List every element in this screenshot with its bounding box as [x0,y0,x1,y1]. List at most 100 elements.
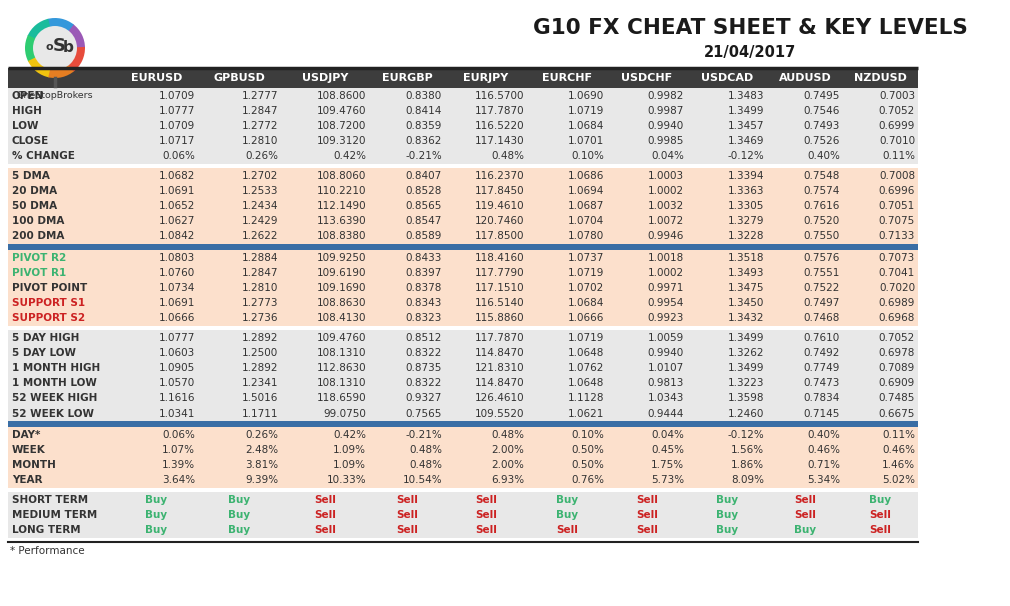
Bar [198,68,281,88]
Text: Sell: Sell [636,494,658,505]
Text: 110.2210: 110.2210 [316,186,366,196]
Text: 0.50%: 0.50% [571,460,604,470]
Text: 0.7133: 0.7133 [879,231,915,241]
Text: o: o [46,42,54,52]
Text: 0.48%: 0.48% [409,445,442,455]
Text: 5.34%: 5.34% [807,475,840,485]
Text: WEEK: WEEK [12,445,45,455]
Text: 0.45%: 0.45% [651,445,684,455]
Text: 10.54%: 10.54% [402,475,442,485]
Text: PIVOT POINT: PIVOT POINT [12,283,87,293]
Text: 1 MONTH LOW: 1 MONTH LOW [12,378,97,388]
Text: * Performance: * Performance [10,545,85,556]
Text: 1.0709: 1.0709 [159,121,195,131]
Text: SUPPORT S2: SUPPORT S2 [12,313,85,324]
Bar [8,488,918,492]
Text: 0.8322: 0.8322 [406,348,442,358]
Text: 1.0072: 1.0072 [647,216,684,226]
Text: 1.2884: 1.2884 [241,253,278,262]
Text: EURCHF: EURCHF [542,73,592,83]
Text: 1.1711: 1.1711 [241,408,278,419]
Text: 0.7145: 0.7145 [804,408,840,419]
Text: 1.0762: 1.0762 [568,363,604,373]
Text: 0.8359: 0.8359 [406,121,442,131]
Text: 99.0750: 99.0750 [323,408,366,419]
Text: 116.5220: 116.5220 [475,121,524,131]
Text: 1.3262: 1.3262 [727,348,764,358]
Bar [8,345,918,361]
Text: 1.3457: 1.3457 [727,121,764,131]
Text: Sell: Sell [475,510,497,520]
Text: 1.0734: 1.0734 [159,283,195,293]
Text: 0.8407: 0.8407 [406,171,442,181]
Text: 0.9444: 0.9444 [647,408,684,419]
Text: 0.7492: 0.7492 [804,348,840,358]
Text: 1.3499: 1.3499 [727,106,764,116]
Text: 0.9954: 0.9954 [647,298,684,308]
Text: G10 FX CHEAT SHEET & KEY LEVELS: G10 FX CHEAT SHEET & KEY LEVELS [532,18,968,38]
Wedge shape [25,35,55,62]
Text: 1.3432: 1.3432 [727,313,764,324]
Bar [8,149,918,164]
Text: 1.2341: 1.2341 [241,378,278,388]
Text: 0.7052: 0.7052 [879,333,915,342]
Text: 0.7548: 0.7548 [804,171,840,181]
Text: YEAR: YEAR [12,475,42,485]
Bar [8,250,918,265]
Text: Sell: Sell [314,525,336,535]
Text: 1.2847: 1.2847 [241,268,278,278]
Text: LONG TERM: LONG TERM [12,525,81,535]
Text: 117.1430: 117.1430 [475,136,524,146]
Text: 1.2772: 1.2772 [241,121,278,131]
Text: 1.0684: 1.0684 [568,121,604,131]
Text: b: b [63,39,74,55]
Text: 0.6675: 0.6675 [879,408,915,419]
Text: 1.3469: 1.3469 [727,136,764,146]
Text: 1.3483: 1.3483 [727,91,764,101]
Bar [8,376,918,391]
Text: 1.2429: 1.2429 [241,216,278,226]
Text: 1.2810: 1.2810 [241,136,278,146]
Text: 0.48%: 0.48% [491,152,524,161]
Text: Sell: Sell [475,494,497,505]
Text: 0.48%: 0.48% [409,460,442,470]
Text: 0.48%: 0.48% [491,430,524,440]
Text: Sell: Sell [870,510,892,520]
Text: 0.7020: 0.7020 [879,283,915,293]
Text: PIVOT R1: PIVOT R1 [12,268,67,278]
Bar [369,68,445,88]
Text: % CHANGE: % CHANGE [12,152,75,161]
Text: 1.2533: 1.2533 [241,186,278,196]
Text: 0.8512: 0.8512 [406,333,442,342]
Bar [8,213,918,229]
Text: 1.46%: 1.46% [882,460,915,470]
Text: 1.0905: 1.0905 [159,363,195,373]
Text: 109.9250: 109.9250 [316,253,366,262]
Text: 0.7008: 0.7008 [879,171,915,181]
Text: 0.7468: 0.7468 [804,313,840,324]
Text: 1.56%: 1.56% [731,445,764,455]
Text: 126.4610: 126.4610 [475,393,524,404]
Text: 117.7790: 117.7790 [475,268,524,278]
Text: AUDUSD: AUDUSD [779,73,831,83]
Text: 0.7075: 0.7075 [879,216,915,226]
Text: 120.7460: 120.7460 [475,216,524,226]
Text: 0.6996: 0.6996 [879,186,915,196]
Text: 1.0719: 1.0719 [568,333,604,342]
Text: 0.7052: 0.7052 [879,106,915,116]
Wedge shape [55,47,85,72]
Text: 0.7495: 0.7495 [804,91,840,101]
Text: 5.02%: 5.02% [882,475,915,485]
Text: 0.42%: 0.42% [333,430,366,440]
Text: 1.3223: 1.3223 [727,378,764,388]
Text: 0.06%: 0.06% [163,152,195,161]
Text: EURGBP: EURGBP [382,73,432,83]
Text: 0.8735: 0.8735 [406,363,442,373]
Text: 2.00%: 2.00% [491,445,524,455]
Text: 109.1690: 109.1690 [316,283,366,293]
Text: 1.3279: 1.3279 [727,216,764,226]
Text: 108.8060: 108.8060 [316,171,366,181]
Text: 1.0702: 1.0702 [568,283,604,293]
Text: 108.1310: 108.1310 [316,348,366,358]
Text: 0.7051: 0.7051 [879,201,915,211]
